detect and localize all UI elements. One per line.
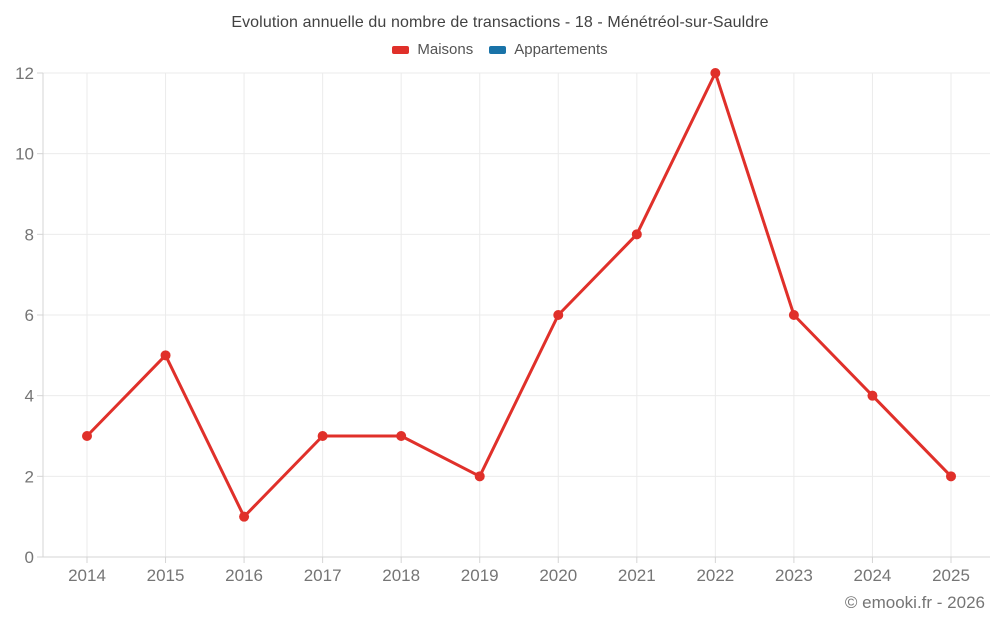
legend-label-appartements: Appartements [514,41,608,58]
legend-item-maisons[interactable]: Maisons [392,41,473,58]
y-tick-label: 4 [25,387,34,406]
x-tick-label: 2020 [539,566,577,585]
x-tick-label: 2015 [147,566,185,585]
maisons-data-point[interactable] [160,350,171,361]
copyright: © emooki.fr - 2026 [844,593,985,612]
x-tick-label: 2024 [854,566,892,585]
maisons-data-point[interactable] [82,431,92,441]
maisons-data-point[interactable] [710,68,721,78]
maisons-swatch-icon [392,45,410,54]
y-tick-label: 6 [25,306,34,325]
x-tick-label: 2014 [68,566,106,585]
legend-label-maisons: Maisons [417,41,474,58]
maisons-data-point[interactable] [317,431,328,441]
x-tick-label: 2023 [775,566,813,585]
legend-item-appartements[interactable]: Appartements [489,41,608,58]
maisons-data-point[interactable] [239,511,250,522]
y-tick-label: 2 [25,467,34,486]
x-tick-label: 2018 [382,566,420,585]
maisons-data-point[interactable] [553,310,564,320]
chart-legend: Maisons Appartements [0,41,1000,58]
y-tick-label: 8 [25,225,34,244]
maisons-data-point[interactable] [631,229,642,240]
maisons-line [85,71,953,519]
x-tick-label: 2017 [304,566,342,585]
maisons-data-point[interactable] [788,310,799,320]
chart-title: Evolution annuelle du nombre de transact… [231,14,769,31]
y-tick-label: 10 [15,145,34,164]
x-tick-label: 2025 [932,566,970,585]
y-tick-label: 12 [15,64,34,83]
x-tick-label: 2022 [696,566,734,585]
x-tick-label: 2019 [461,566,499,585]
x-tick-label: 2016 [225,566,263,585]
maisons-data-point[interactable] [396,431,407,441]
maisons-data-point[interactable] [945,471,956,482]
maisons-data-point[interactable] [867,390,878,401]
maisons-data-point[interactable] [474,471,485,482]
y-tick-label: 0 [25,548,34,567]
appartements-swatch-icon [489,45,507,54]
x-tick-label: 2021 [618,566,656,585]
